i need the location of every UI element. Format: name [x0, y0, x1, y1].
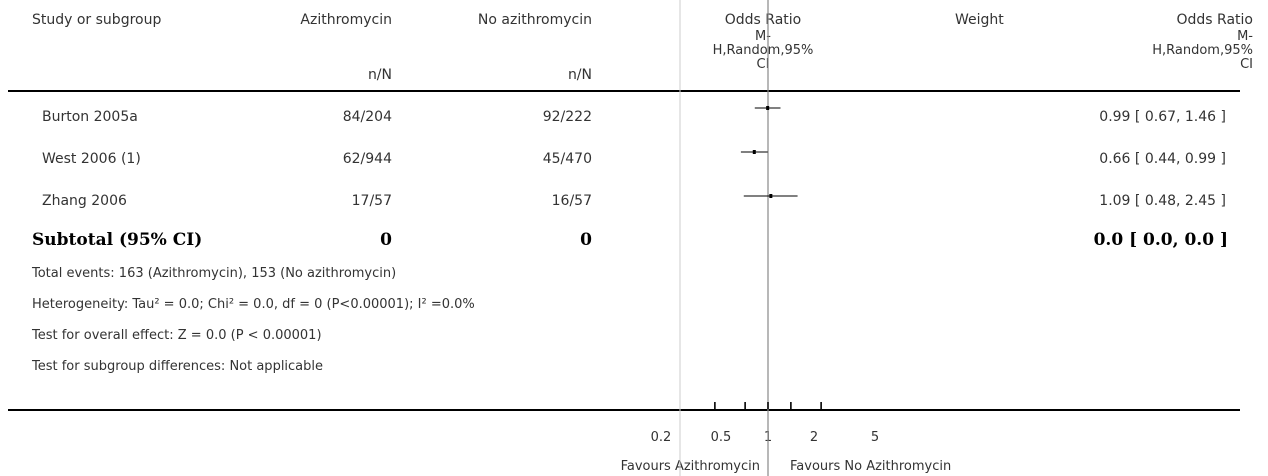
tick-label-0-5: 0.5	[710, 430, 732, 445]
tick-label-0-2: 0.2	[650, 430, 672, 445]
point-estimate-2	[752, 150, 756, 154]
header-or-text-2: M-	[1237, 29, 1253, 44]
note-overall-effect: Test for overall effect: Z = 0.0 (P < 0.…	[32, 328, 322, 343]
subtotal-no-azithro: 0	[580, 230, 592, 250]
point-estimate-3	[769, 194, 773, 198]
header-weight: Weight	[955, 12, 1004, 28]
favours-right: Favours No Azithromycin	[790, 459, 952, 474]
header-no-azithro: No azithromycin	[477, 12, 592, 28]
header-azithro-unit: n/N	[367, 67, 392, 83]
note-heterogeneity: Heterogeneity: Tau² = 0.0; Chi² = 0.0, d…	[32, 297, 475, 312]
subtotal-label: Subtotal (95% CI)	[32, 230, 203, 250]
header-or-plot-3: H,Random,95%	[712, 43, 814, 58]
header-rule	[8, 90, 1240, 92]
header-no-azithro-unit: n/N	[567, 67, 592, 83]
header-azithro: Azithromycin	[300, 12, 392, 28]
subtotal-azithro: 0	[380, 230, 392, 250]
study-ci-2: 0.66 [ 0.44, 0.99 ]	[1099, 151, 1226, 167]
header-or-plot-4: CI	[756, 57, 770, 72]
header-study: Study or subgroup	[32, 12, 162, 28]
study-name-1: Burton 2005a	[42, 109, 138, 125]
study-name-2: West 2006 (1)	[42, 151, 141, 167]
favours-left: Favours Azithromycin	[620, 459, 760, 474]
study-ci-3: 1.09 [ 0.48, 2.45 ]	[1099, 193, 1226, 209]
header-or-text-4: CI	[1240, 57, 1253, 72]
header-or-text-3: H,Random,95%	[1152, 43, 1253, 58]
note-total-events: Total events: 163 (Azithromycin), 153 (N…	[32, 266, 397, 281]
axis-rule	[8, 409, 1240, 411]
note-subgroup-diff: Test for subgroup differences: Not appli…	[32, 359, 324, 374]
point-estimate-1	[766, 106, 770, 110]
header-or-plot-2: M-	[755, 29, 771, 44]
tick-label-5: 5	[870, 430, 880, 445]
tick-label-2: 2	[809, 430, 819, 445]
study-name-3: Zhang 2006	[42, 193, 127, 209]
study-ci-1: 0.99 [ 0.67, 1.46 ]	[1099, 109, 1226, 125]
study-no-azithro-1: 92/222	[542, 109, 592, 125]
study-azithro-1: 84/204	[342, 109, 392, 125]
subtotal-ci: 0.0 [ 0.0, 0.0 ]	[1093, 230, 1228, 250]
study-no-azithro-2: 45/470	[542, 151, 592, 167]
study-azithro-3: 17/57	[351, 193, 392, 209]
header-or-plot-1: Odds Ratio	[724, 12, 802, 28]
header-or-text-1: Odds Ratio	[1176, 12, 1253, 28]
study-no-azithro-3: 16/57	[551, 193, 592, 209]
study-azithro-2: 62/944	[342, 151, 392, 167]
